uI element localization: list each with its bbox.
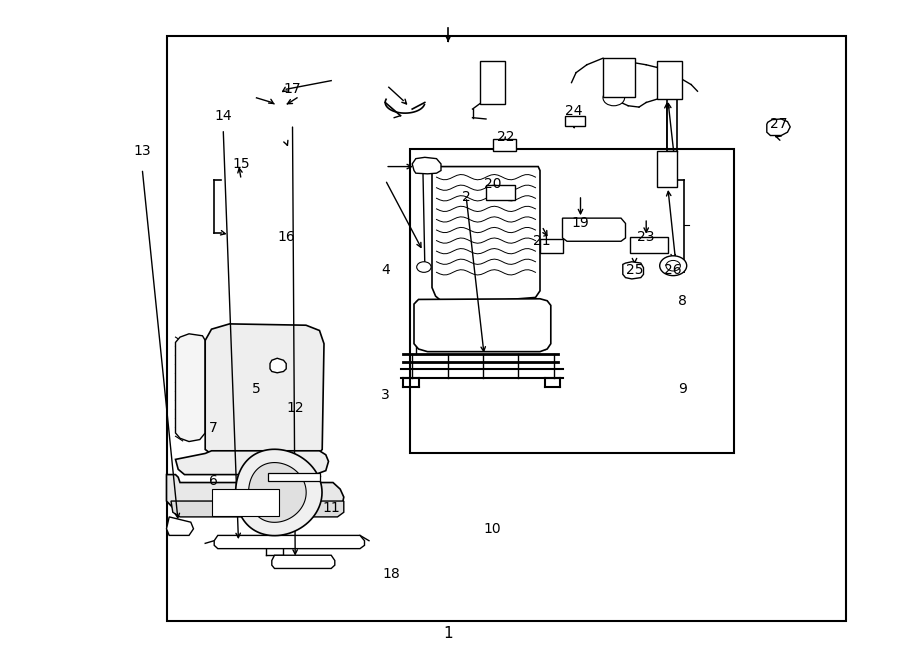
Bar [565, 116, 585, 126]
Polygon shape [248, 463, 306, 522]
Text: 4: 4 [381, 262, 390, 277]
Text: 14: 14 [214, 108, 232, 123]
Polygon shape [171, 501, 344, 517]
Bar [493, 139, 516, 151]
Bar [410, 149, 734, 453]
Ellipse shape [666, 260, 680, 271]
Bar [603, 58, 634, 97]
Text: 9: 9 [678, 381, 687, 396]
Text: 2: 2 [462, 190, 471, 204]
Polygon shape [236, 449, 322, 535]
Text: 13: 13 [133, 143, 151, 158]
Text: 6: 6 [209, 474, 218, 488]
Text: 27: 27 [770, 117, 788, 132]
Ellipse shape [603, 90, 625, 106]
Polygon shape [272, 555, 335, 568]
Text: 5: 5 [252, 381, 261, 396]
Polygon shape [166, 517, 194, 535]
Polygon shape [176, 334, 205, 442]
Polygon shape [562, 218, 626, 241]
Polygon shape [270, 358, 286, 373]
Text: 16: 16 [277, 229, 295, 244]
Polygon shape [212, 489, 279, 516]
Text: 12: 12 [286, 401, 304, 416]
Polygon shape [767, 119, 790, 136]
Text: 23: 23 [637, 229, 655, 244]
Text: 24: 24 [565, 104, 583, 118]
Ellipse shape [660, 256, 687, 276]
Polygon shape [214, 535, 364, 549]
Text: 22: 22 [497, 130, 515, 145]
Polygon shape [166, 475, 344, 510]
Text: 20: 20 [484, 176, 502, 191]
Polygon shape [623, 262, 644, 279]
Text: 17: 17 [284, 82, 302, 97]
Text: 10: 10 [483, 522, 501, 536]
Text: 3: 3 [381, 388, 390, 403]
Bar [540, 239, 562, 253]
Text: 21: 21 [533, 234, 551, 249]
Text: 1: 1 [444, 626, 453, 641]
Text: 7: 7 [209, 421, 218, 436]
Text: 8: 8 [678, 293, 687, 308]
Bar [166, 36, 846, 621]
Text: 26: 26 [664, 262, 682, 277]
Text: 18: 18 [382, 566, 400, 581]
Text: 25: 25 [626, 262, 644, 277]
Bar [630, 237, 668, 253]
Polygon shape [412, 157, 441, 174]
Bar [657, 151, 677, 187]
Text: 11: 11 [322, 500, 340, 515]
Text: 19: 19 [572, 216, 590, 231]
Bar [486, 185, 515, 200]
Polygon shape [176, 451, 328, 475]
Bar [657, 61, 682, 99]
Text: 15: 15 [232, 157, 250, 171]
Polygon shape [205, 324, 324, 457]
Polygon shape [414, 299, 551, 352]
Bar [268, 473, 320, 481]
Bar [480, 61, 505, 104]
Polygon shape [432, 167, 540, 303]
Ellipse shape [417, 262, 431, 272]
